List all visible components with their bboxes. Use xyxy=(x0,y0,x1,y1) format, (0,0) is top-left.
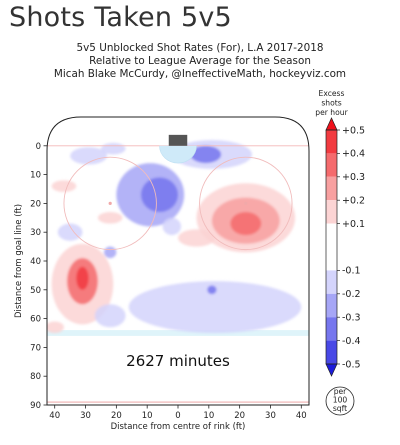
colorbar-extend-min xyxy=(325,363,338,377)
colorbar-title-line: shots xyxy=(321,99,341,108)
y-tick-label: 30 xyxy=(30,228,41,238)
faceoff-circle-right xyxy=(199,156,293,251)
rink-outline xyxy=(46,116,310,406)
y-tick-label: 50 xyxy=(30,286,41,296)
colorbar-extend-max xyxy=(325,117,338,131)
faceoff-dot-right xyxy=(244,201,248,205)
shot-rate-region xyxy=(97,212,123,224)
page-title: Shots Taken 5v5 xyxy=(9,2,232,33)
colorbar-segment xyxy=(326,153,337,177)
faceoff-dot-left xyxy=(108,201,112,205)
minutes-annotation: 2627 minutes xyxy=(126,352,230,370)
goal-crease xyxy=(159,145,197,164)
x-tick-label: 10 xyxy=(142,411,153,421)
x-tick-label: 30 xyxy=(80,411,91,421)
y-tick-label: 40 xyxy=(30,257,41,267)
shot-rate-region xyxy=(57,223,83,241)
chart-subtitle: 5v5 Unblocked Shot Rates (For), L.A 2017… xyxy=(76,42,324,54)
colorbar-segment xyxy=(326,340,337,364)
x-tick-label: 40 xyxy=(49,411,60,421)
colorbar-title-line: per hour xyxy=(315,108,348,117)
blue-line xyxy=(47,330,309,336)
y-tick-label: 10 xyxy=(30,171,41,181)
heatmap-plot-area xyxy=(46,116,310,406)
shot-rate-region xyxy=(51,180,77,192)
colorbar-tick-label: -0.4 xyxy=(342,336,361,347)
shot-rate-region xyxy=(70,147,108,165)
colorbar-tick-label: +0.2 xyxy=(342,196,365,207)
shot-rate-region xyxy=(162,217,182,236)
shot-rate-region xyxy=(76,266,89,290)
colorbar-tick-label: -0.1 xyxy=(342,266,361,277)
y-axis-label: Distance from goal line (ft) xyxy=(14,204,24,318)
chart-subtitle-line-2: Relative to League Average for the Seaso… xyxy=(89,55,311,67)
shot-rate-region xyxy=(141,177,179,213)
shot-rate-region xyxy=(128,281,302,333)
colorbar-segment xyxy=(326,270,337,294)
x-tick-label: 40 xyxy=(296,411,307,421)
colorbar-segment xyxy=(326,200,337,224)
colorbar-frame xyxy=(325,129,338,365)
colorbar-tick-label: -0.3 xyxy=(342,313,361,324)
colorbar-tick-label: +0.1 xyxy=(342,219,365,230)
unit-badge-circle xyxy=(325,386,355,416)
colorbar-tick-label: -0.5 xyxy=(342,359,361,370)
x-axis: 40 30 20 10 0 10 20 30 40 Distance from centre of… xyxy=(49,405,307,432)
x-axis-label: Distance from centre of rink (ft) xyxy=(111,422,246,432)
colorbar-title-line: Excess xyxy=(319,89,345,98)
colorbar-segment xyxy=(326,293,337,318)
faceoff-circle-left xyxy=(63,156,157,251)
shot-rate-region xyxy=(104,246,117,259)
colorbar-tick-label: -0.2 xyxy=(342,289,361,300)
x-tick-label: 30 xyxy=(265,411,276,421)
unit-badge-line: 100 xyxy=(333,396,348,405)
shot-rate-region xyxy=(178,229,215,247)
colorbar-tick-label: +0.3 xyxy=(342,172,365,183)
colorbar-segment xyxy=(326,317,337,341)
x-tick-label: 20 xyxy=(234,411,245,421)
heatmap-layer xyxy=(47,134,309,403)
shot-rate-region xyxy=(190,145,222,164)
x-tick-label: 0 xyxy=(175,411,180,421)
shot-rate-regions xyxy=(47,140,302,333)
x-tick-label: 10 xyxy=(203,411,214,421)
colorbar-segment xyxy=(326,223,337,271)
y-tick-label: 90 xyxy=(30,401,41,411)
colorbar-tick-label: +0.4 xyxy=(342,149,365,160)
unit-badge-line: per xyxy=(334,387,347,396)
y-axis: 0 10 20 30 40 50 60 70 80 90 Distance from goal li… xyxy=(14,142,47,411)
colorbar-segment xyxy=(326,176,337,201)
shot-rate-region xyxy=(230,212,262,236)
chart-credit: Micah Blake McCurdy, @IneffectiveMath, h… xyxy=(53,68,347,80)
y-tick-label: 60 xyxy=(30,315,41,325)
y-tick-label: 20 xyxy=(30,199,41,209)
x-tick-label: 20 xyxy=(111,411,122,421)
y-tick-label: 0 xyxy=(36,142,41,152)
shot-rate-region xyxy=(100,142,126,155)
unit-badge-line: sqft xyxy=(333,404,347,413)
y-tick-label: 70 xyxy=(30,343,41,353)
rink-markings xyxy=(47,134,309,251)
shot-rate-region xyxy=(207,285,217,295)
shot-rate-region xyxy=(47,321,64,333)
y-tick-label: 80 xyxy=(30,372,41,382)
goal-net xyxy=(168,134,188,146)
colorbar-tick-label: +0.5 xyxy=(342,125,365,136)
shot-rate-region xyxy=(94,304,126,328)
colorbar-segment xyxy=(326,130,337,154)
